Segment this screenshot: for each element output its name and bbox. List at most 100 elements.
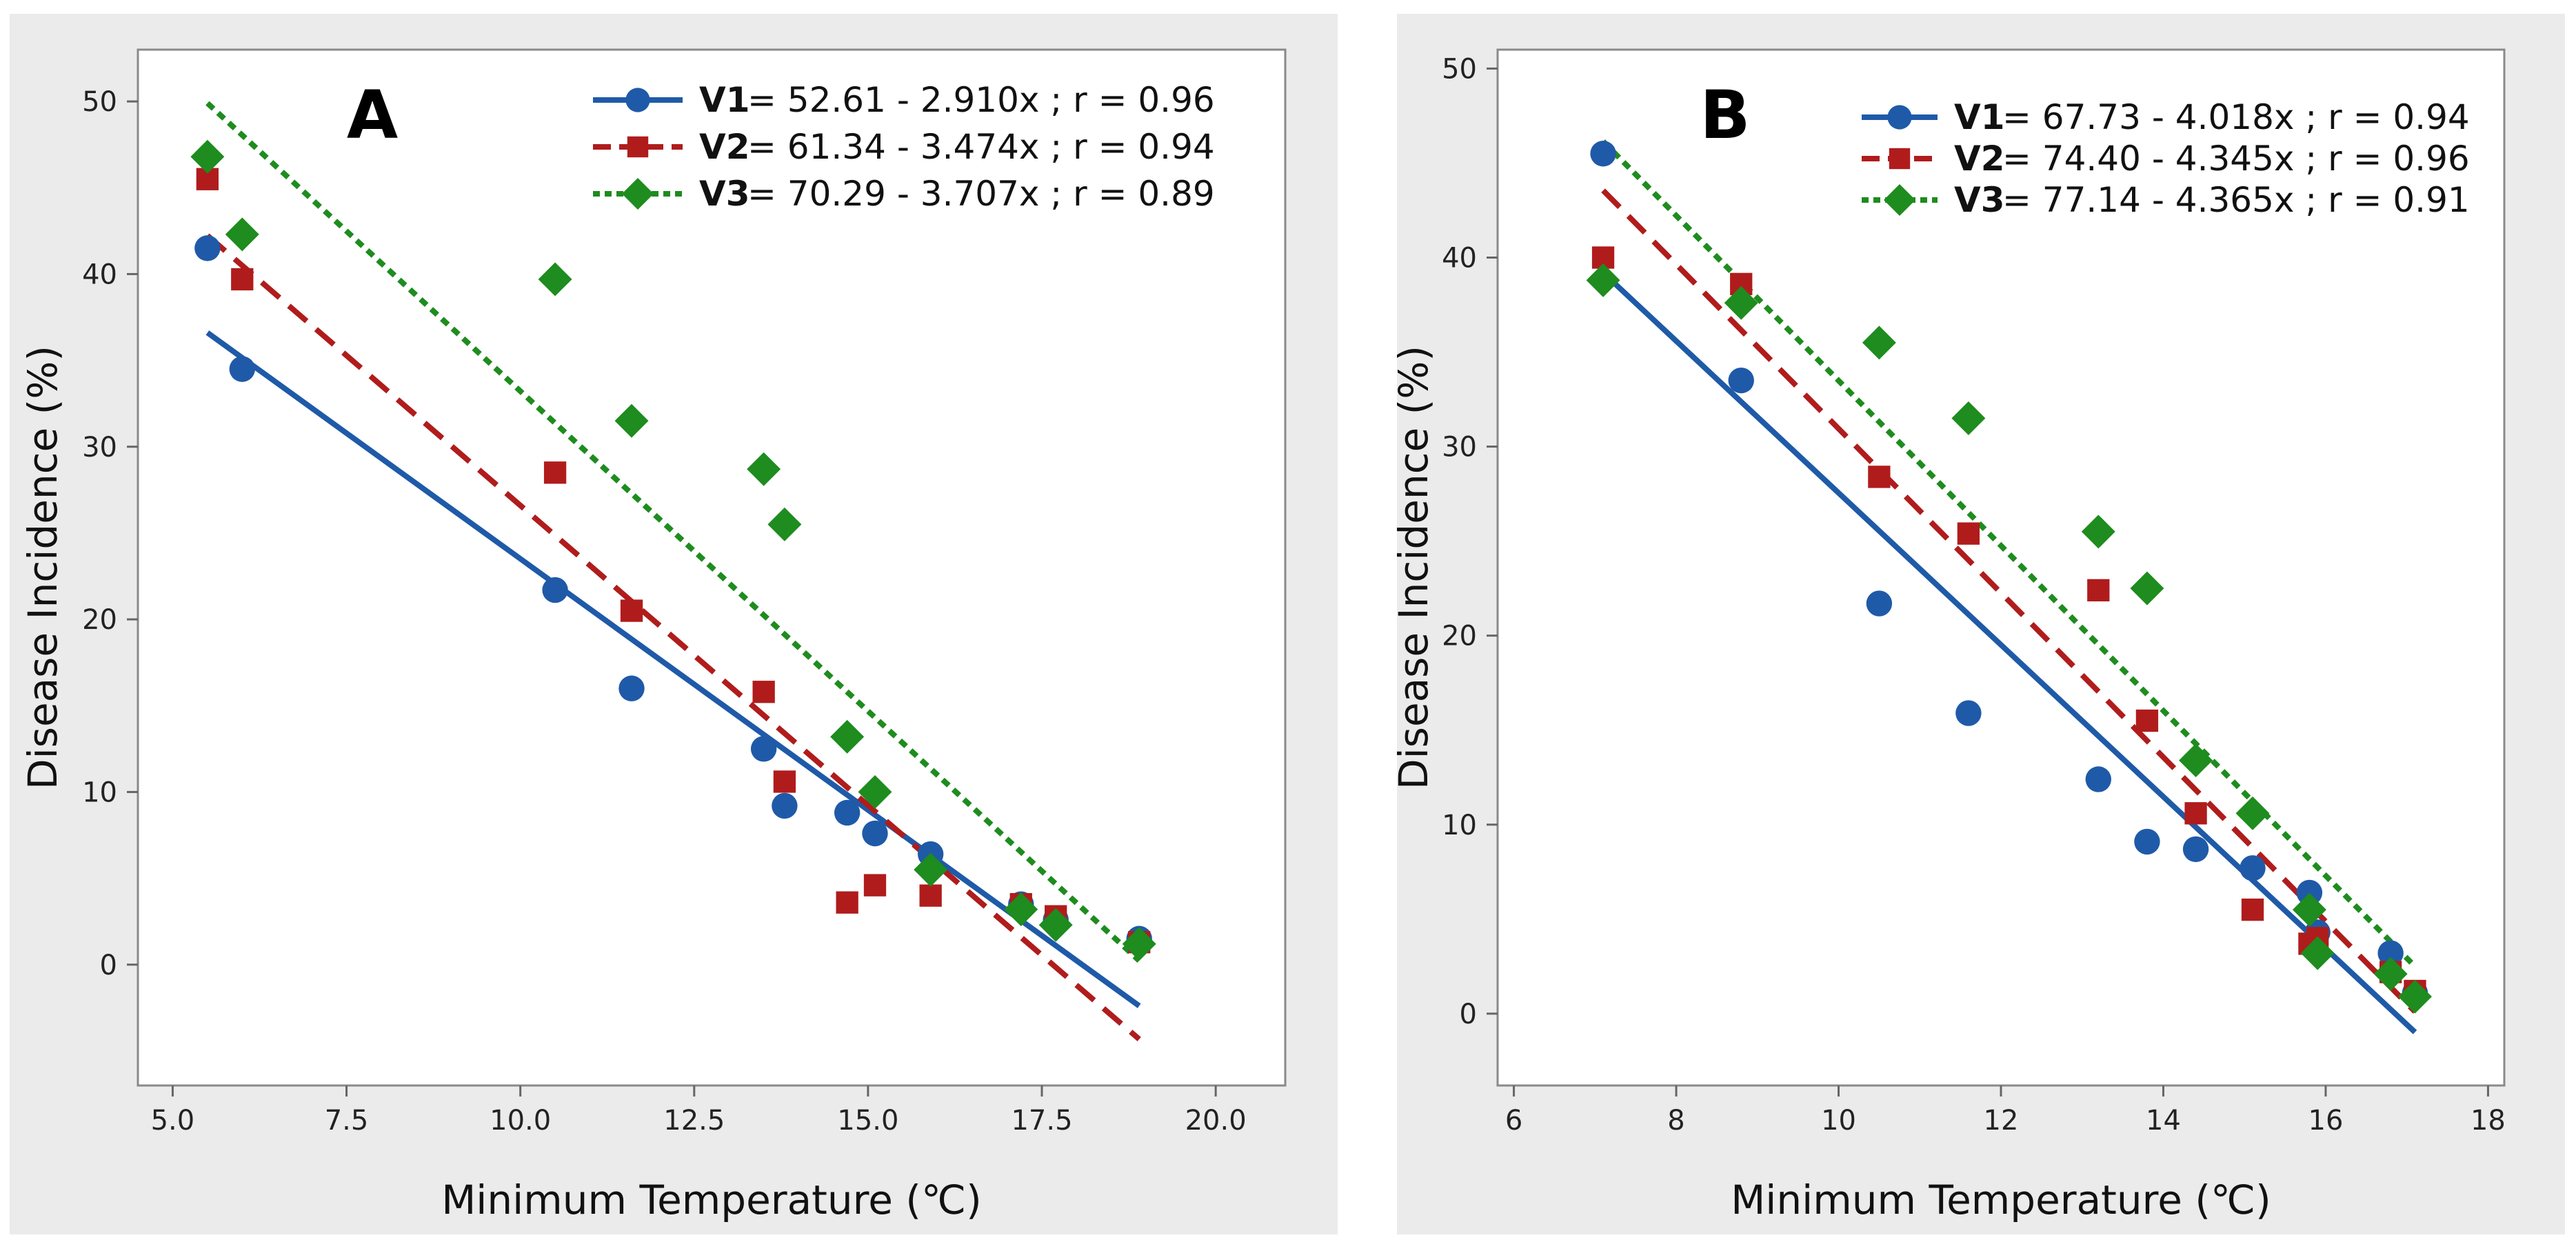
data-point-v3 [1586,263,1620,297]
y-tick-label: 30 [82,432,117,463]
data-point-v1 [618,675,645,701]
legend-series-name: V3 [1954,180,2005,220]
x-tick-label: 5.0 [151,1105,195,1137]
panel-b-y-axis-label: Disease Incidence (%) [1390,346,1437,790]
data-point-v2 [919,884,942,907]
y-tick-label: 40 [82,259,117,290]
panel-a-legend: V1= 52.61 - 2.910x ; r = 0.96 V2= 61.34 -… [593,80,1215,214]
x-tick-label: 6 [1505,1105,1522,1137]
data-point-v1 [1866,590,1893,617]
data-point-v2 [2135,709,2159,732]
data-point-v1 [750,736,777,762]
legend-equation: = 74.40 - 4.345x ; r = 0.96 [2002,139,2470,179]
x-tick-label: 17.5 [1011,1105,1072,1137]
data-point-v1 [834,799,861,826]
x-tick-label: 10 [1821,1105,1856,1137]
data-point-v3 [767,507,802,541]
legend-equation: = 77.14 - 4.365x ; r = 0.91 [2002,180,2470,220]
legend-series-name: V3 [699,174,750,214]
data-point-v1 [229,356,255,382]
legend-equation: = 52.61 - 2.910x ; r = 0.96 [747,80,1215,120]
data-point-v1 [1955,700,1982,726]
data-point-v1 [2377,940,2404,966]
x-tick-label: 10.0 [490,1105,551,1137]
data-point-v3 [1862,326,1896,360]
data-point-v1 [194,235,221,261]
data-point-v3 [2235,796,2270,830]
x-tick-label: 15.0 [837,1105,898,1137]
y-tick-label: 50 [82,86,117,118]
y-tick-label: 30 [1442,432,1477,463]
data-point-v3 [1122,927,1156,961]
panel-b-plot-area [1496,48,2506,1087]
legend-marker-v3 [1883,183,1916,217]
y-tick-label: 50 [1442,53,1477,85]
data-point-v3 [2130,571,2164,606]
data-point-v3 [2081,514,2115,549]
x-tick-label: 8 [1667,1105,1684,1137]
data-point-v2 [773,770,796,793]
data-point-v2 [543,461,567,484]
data-point-v2 [863,874,887,897]
y-tick-label: 10 [82,777,117,808]
panel-a-x-axis-label: Minimum Temperature (℃) [441,1177,981,1223]
data-point-v1 [2240,855,2266,881]
legend-marker-v2 [627,136,649,158]
panel-b: 6 8 10 12 14 16 18 0 10 20 30 40 50 B V1= 67.73 - 4.… [1390,14,2565,1234]
data-point-v1 [2085,766,2111,792]
legend-series-name: V1 [699,80,750,120]
data-point-v3 [1004,892,1038,927]
fit-line-v1 [1601,270,2417,1034]
data-point-v1 [2182,836,2209,863]
x-tick-label: 12.5 [663,1105,725,1137]
data-point-v2 [1868,466,1891,488]
y-tick-label: 0 [100,950,117,981]
data-point-v1 [1590,141,1616,167]
data-point-v2 [1957,522,1980,545]
legend-marker-v2 [1889,148,1911,170]
legend-equation: = 61.34 - 3.474x ; r = 0.94 [747,127,1215,167]
data-point-v3 [225,217,259,252]
fit-line-v2 [205,233,1141,1041]
y-tick-label: 20 [1442,621,1477,652]
data-point-v3 [747,452,781,486]
legend-marker-v1 [1887,105,1912,130]
data-point-v3 [914,852,948,887]
data-point-v1 [2134,828,2160,855]
data-point-v2 [836,891,858,914]
y-tick-label: 20 [82,604,117,636]
data-point-v3 [1951,401,1986,435]
fit-line-v2 [1601,188,2417,1014]
panel-a-y-axis-label: Disease Incidence (%) [19,346,66,790]
data-point-v2 [231,268,254,291]
data-point-v1 [542,577,568,603]
x-tick-label: 18 [2471,1105,2506,1137]
data-point-v1 [1728,367,1754,394]
x-tick-label: 20.0 [1185,1105,1247,1137]
data-point-v1 [862,820,888,847]
fit-line-v1 [205,330,1141,1008]
x-tick-label: 12 [1984,1105,2019,1137]
data-point-v3 [830,719,865,754]
data-point-v3 [614,403,649,438]
data-point-v2 [620,599,643,622]
x-tick-label: 14 [2146,1105,2181,1137]
data-point-v2 [752,681,775,703]
y-tick-label: 0 [1460,999,1477,1030]
data-point-v3 [858,774,892,809]
data-point-v2 [2087,579,2110,602]
data-point-v3 [2373,957,2408,991]
y-tick-label: 10 [1442,810,1477,841]
data-point-v3 [2398,979,2432,1014]
legend-series-name: V2 [699,127,750,167]
data-point-v1 [2296,879,2323,906]
data-point-v1 [772,792,798,819]
legend-marker-v3 [621,177,654,210]
data-point-v3 [190,139,225,174]
legend-equation: = 67.73 - 4.018x ; r = 0.94 [2002,97,2470,137]
data-point-v3 [2300,936,2335,970]
data-point-v3 [538,262,572,297]
